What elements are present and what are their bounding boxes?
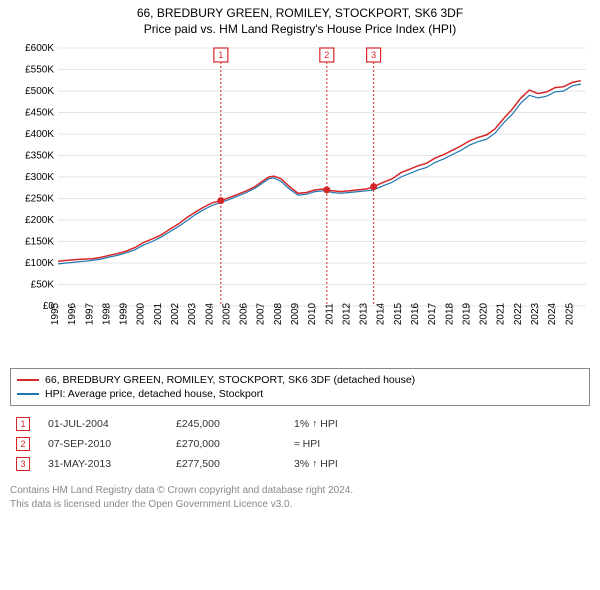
event-date: 07-SEP-2010 — [48, 438, 168, 450]
series-hpi — [58, 84, 581, 264]
y-tick-label: £600K — [25, 43, 54, 54]
legend-label: 66, BREDBURY GREEN, ROMILEY, STOCKPORT, … — [45, 374, 415, 386]
y-tick-label: £100K — [25, 258, 54, 269]
chart-svg: £0£50K£100K£150K£200K£250K£300K£350K£400… — [10, 42, 590, 362]
x-tick-label: 1996 — [67, 302, 78, 325]
y-tick-label: £250K — [25, 194, 54, 205]
x-tick-label: 2008 — [273, 302, 284, 325]
chart-container: 66, BREDBURY GREEN, ROMILEY, STOCKPORT, … — [0, 0, 600, 519]
legend-swatch — [17, 393, 39, 395]
y-tick-label: £450K — [25, 108, 54, 119]
event-number-box: 3 — [16, 457, 30, 471]
legend-row: HPI: Average price, detached house, Stoc… — [17, 387, 583, 401]
title-sub: Price paid vs. HM Land Registry's House … — [10, 22, 590, 36]
y-tick-label: £350K — [25, 151, 54, 162]
event-number-box: 2 — [16, 437, 30, 451]
series-price_paid — [58, 81, 581, 262]
x-tick-label: 2017 — [427, 302, 438, 325]
event-delta: ≈ HPI — [294, 438, 444, 450]
x-tick-label: 2005 — [221, 302, 232, 325]
x-tick-label: 2007 — [256, 302, 267, 325]
legend-swatch — [17, 379, 39, 381]
event-row: 2 07-SEP-2010 £270,000 ≈ HPI — [10, 434, 590, 454]
x-tick-label: 2001 — [153, 302, 164, 325]
events-table: 1 01-JUL-2004 £245,000 1% ↑ HPI 2 07-SEP-2010… — [10, 414, 590, 474]
x-tick-label: 2015 — [393, 302, 404, 325]
legend-label: HPI: Average price, detached house, Stoc… — [45, 388, 263, 400]
x-tick-label: 1998 — [101, 302, 112, 325]
x-tick-label: 2012 — [341, 302, 352, 325]
x-tick-label: 1997 — [84, 302, 95, 325]
footer: Contains HM Land Registry data © Crown c… — [10, 484, 590, 511]
event-marker-number: 3 — [371, 50, 376, 60]
y-tick-label: £500K — [25, 86, 54, 97]
x-tick-label: 2020 — [479, 302, 490, 325]
event-dot — [370, 183, 377, 190]
event-marker-number: 1 — [218, 50, 223, 60]
legend: 66, BREDBURY GREEN, ROMILEY, STOCKPORT, … — [10, 368, 590, 406]
event-row: 1 01-JUL-2004 £245,000 1% ↑ HPI — [10, 414, 590, 434]
event-dot — [217, 197, 224, 204]
x-tick-label: 1999 — [119, 302, 130, 325]
x-tick-label: 2024 — [547, 302, 558, 325]
event-marker-number: 2 — [324, 50, 329, 60]
event-price: £270,000 — [176, 438, 286, 450]
x-tick-label: 2004 — [204, 302, 215, 325]
x-tick-label: 2014 — [376, 302, 387, 325]
y-tick-label: £50K — [31, 280, 55, 291]
x-tick-label: 2022 — [513, 302, 524, 325]
x-tick-label: 2016 — [410, 302, 421, 325]
y-tick-label: £150K — [25, 237, 54, 248]
x-tick-label: 2011 — [324, 303, 335, 325]
y-tick-label: £200K — [25, 215, 54, 226]
x-tick-label: 2021 — [496, 302, 507, 325]
y-tick-label: £300K — [25, 172, 54, 183]
event-price: £277,500 — [176, 458, 286, 470]
y-tick-label: £400K — [25, 129, 54, 140]
footer-line1: Contains HM Land Registry data © Crown c… — [10, 484, 590, 498]
event-number-box: 1 — [16, 417, 30, 431]
title-block: 66, BREDBURY GREEN, ROMILEY, STOCKPORT, … — [10, 6, 590, 36]
event-price: £245,000 — [176, 418, 286, 430]
event-dot — [323, 186, 330, 193]
x-tick-label: 2025 — [564, 302, 575, 325]
x-tick-label: 2002 — [170, 302, 181, 325]
x-tick-label: 2019 — [461, 302, 472, 325]
x-tick-label: 2018 — [444, 302, 455, 325]
legend-row: 66, BREDBURY GREEN, ROMILEY, STOCKPORT, … — [17, 373, 583, 387]
x-tick-label: 2010 — [307, 302, 318, 325]
event-row: 3 31-MAY-2013 £277,500 3% ↑ HPI — [10, 454, 590, 474]
chart: £0£50K£100K£150K£200K£250K£300K£350K£400… — [10, 42, 590, 362]
x-tick-label: 2013 — [359, 302, 370, 325]
event-date: 01-JUL-2004 — [48, 418, 168, 430]
y-tick-label: £550K — [25, 65, 54, 76]
x-tick-label: 2023 — [530, 302, 541, 325]
event-date: 31-MAY-2013 — [48, 458, 168, 470]
x-tick-label: 2000 — [136, 302, 147, 325]
x-tick-label: 2009 — [290, 302, 301, 325]
x-tick-label: 2003 — [187, 302, 198, 325]
x-tick-label: 2006 — [239, 302, 250, 325]
footer-line2: This data is licensed under the Open Gov… — [10, 498, 590, 512]
event-delta: 3% ↑ HPI — [294, 458, 444, 470]
title-main: 66, BREDBURY GREEN, ROMILEY, STOCKPORT, … — [10, 6, 590, 20]
x-tick-label: 1995 — [50, 302, 61, 325]
event-delta: 1% ↑ HPI — [294, 418, 444, 430]
